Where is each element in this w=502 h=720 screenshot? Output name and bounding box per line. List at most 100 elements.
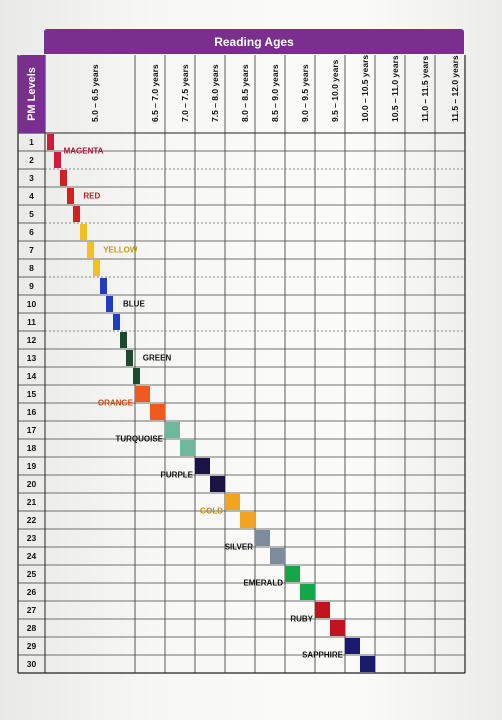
row-number: 8 <box>29 263 34 273</box>
level-swatch <box>106 296 114 312</box>
level-swatch <box>285 566 300 582</box>
row-number: 2 <box>29 155 34 165</box>
column-header: 5.0 – 6.5 years <box>45 55 135 133</box>
column-header: 7.5 – 8.0 years <box>195 55 225 133</box>
level-swatch <box>132 368 140 384</box>
row-number: 17 <box>26 425 37 435</box>
level-label: SAPPHIRE <box>302 650 343 660</box>
level-swatch <box>300 584 315 600</box>
level-swatch <box>330 620 345 636</box>
row-number: 23 <box>26 533 37 543</box>
level-label: RUBY <box>290 614 313 624</box>
level-swatch <box>113 314 120 330</box>
row-number: 7 <box>29 245 34 255</box>
column-header: 11.0 – 11.5 years <box>405 55 435 133</box>
column-header-label: 9.0 – 9.5 years <box>300 64 310 122</box>
reading-ages-title: Reading Ages <box>214 34 294 49</box>
row-number: 22 <box>26 515 37 525</box>
level-label: EMERALD <box>243 578 283 588</box>
level-label: YELLOW <box>103 245 138 255</box>
level-swatch <box>99 278 107 294</box>
row-number: 3 <box>29 173 34 183</box>
pm-levels-header: PM Levels <box>18 55 45 133</box>
row-number: 16 <box>26 407 37 417</box>
pm-levels-title: PM Levels <box>25 67 38 121</box>
column-header-label: 7.0 – 7.5 years <box>180 64 190 122</box>
level-swatch <box>315 602 330 618</box>
row-number: 28 <box>26 623 37 633</box>
level-swatch <box>345 638 360 654</box>
column-header: 10.5 – 11.0 years <box>375 55 405 133</box>
level-swatch <box>240 512 255 528</box>
row-number: 13 <box>26 353 37 363</box>
level-swatch <box>360 656 375 672</box>
column-header: 6.5 – 7.0 years <box>135 55 165 133</box>
level-swatch <box>86 242 94 258</box>
column-header: 9.5 – 10.0 years <box>315 55 345 133</box>
level-swatch <box>47 134 54 150</box>
row-number: 6 <box>29 227 34 237</box>
column-header-label: 10.0 – 10.5 years <box>360 54 370 122</box>
level-swatch <box>53 152 61 168</box>
level-label: TURQUOISE <box>115 434 163 444</box>
column-header-label: 7.5 – 8.0 years <box>210 64 220 122</box>
level-label: GOLD <box>199 506 223 516</box>
row-number: 20 <box>26 479 37 489</box>
column-header-label: 11.0 – 11.5 years <box>420 55 430 122</box>
row-number: 14 <box>26 371 37 381</box>
level-swatch <box>126 350 134 366</box>
column-header-label: 5.0 – 6.5 years <box>90 64 100 122</box>
column-header: 11.5 – 12.0 years <box>435 55 465 133</box>
column-header-label: 8.0 – 8.5 years <box>240 64 250 122</box>
level-swatch <box>66 188 74 204</box>
column-header: 9.0 – 9.5 years <box>285 55 315 133</box>
row-number: 21 <box>26 497 37 507</box>
level-swatch <box>119 332 127 348</box>
row-number: 1 <box>29 137 34 147</box>
level-swatch <box>60 170 68 186</box>
level-swatch <box>135 386 150 402</box>
level-swatch <box>270 548 285 564</box>
level-label: ORANGE <box>97 398 133 408</box>
column-header-label: 9.5 – 10.0 years <box>330 59 340 122</box>
row-number: 24 <box>26 551 37 561</box>
row-number: 4 <box>29 191 34 201</box>
level-label: PURPLE <box>160 470 193 480</box>
reading-ages-header: Reading Ages <box>44 29 464 54</box>
row-number: 26 <box>26 587 37 597</box>
column-header-label: 11.5 – 12.0 years <box>450 55 460 122</box>
row-number: 12 <box>26 335 37 345</box>
column-header-label: 6.5 – 7.0 years <box>150 64 160 122</box>
row-number: 15 <box>26 389 37 399</box>
column-header-label: 10.5 – 11.0 years <box>390 55 400 122</box>
level-label: MAGENTA <box>63 146 104 156</box>
row-number: 5 <box>29 209 34 219</box>
column-header-label: 8.5 – 9.0 years <box>270 64 280 122</box>
level-swatch <box>73 206 81 222</box>
row-number: 30 <box>26 659 37 669</box>
column-header: 8.5 – 9.0 years <box>255 55 285 133</box>
row-number: 9 <box>29 281 34 291</box>
level-swatch <box>195 458 210 474</box>
level-swatch <box>180 440 195 456</box>
row-number: 10 <box>26 299 37 309</box>
level-swatch <box>93 260 101 276</box>
row-number: 25 <box>26 569 37 579</box>
level-label: SILVER <box>224 542 253 552</box>
level-swatch <box>255 530 270 546</box>
level-swatch <box>210 476 225 492</box>
level-swatch <box>225 494 240 510</box>
row-number: 18 <box>26 443 37 453</box>
column-header: 10.0 – 10.5 years <box>345 55 375 133</box>
level-label: RED <box>83 191 101 201</box>
row-number: 27 <box>26 605 37 615</box>
row-number: 19 <box>26 461 37 471</box>
row-number: 29 <box>26 641 37 651</box>
row-number: 11 <box>27 317 36 327</box>
column-header: 8.0 – 8.5 years <box>225 55 255 133</box>
level-swatch <box>165 422 180 438</box>
level-label: GREEN <box>142 353 172 363</box>
column-header: 7.0 – 7.5 years <box>165 55 195 133</box>
